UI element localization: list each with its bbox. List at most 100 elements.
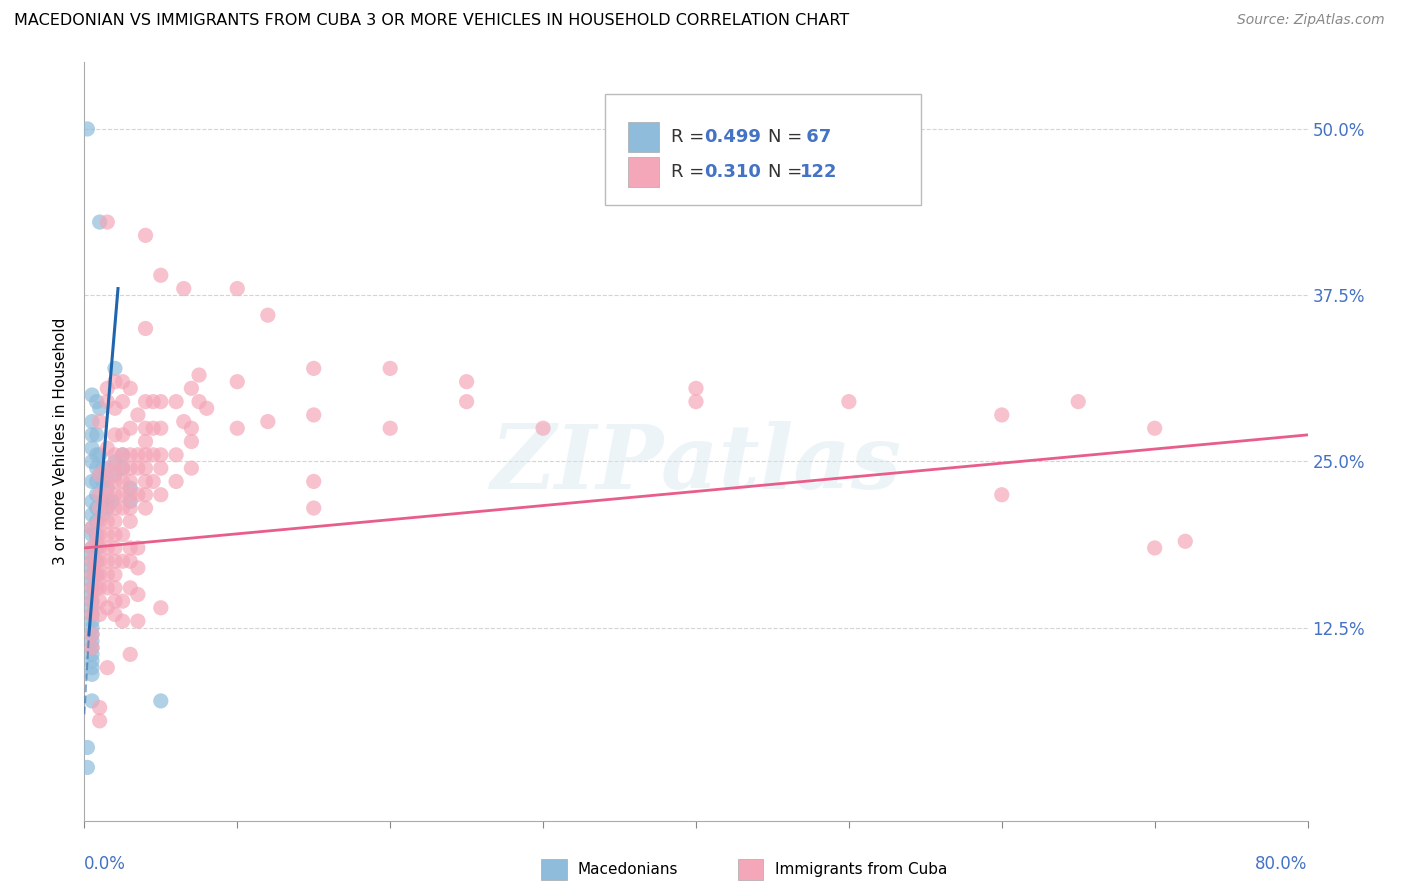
Point — [89, 501, 111, 516]
Point — [80, 640, 103, 655]
Point — [165, 475, 187, 489]
Point — [89, 514, 111, 528]
Point — [149, 694, 172, 708]
Point — [165, 394, 187, 409]
Point — [135, 228, 157, 243]
Point — [135, 434, 157, 449]
Point — [80, 548, 103, 562]
Point — [149, 421, 172, 435]
Point — [120, 381, 142, 395]
Point — [96, 481, 118, 495]
Point — [80, 521, 103, 535]
Point — [226, 375, 249, 389]
Point — [86, 394, 108, 409]
Point — [89, 215, 111, 229]
Point — [104, 501, 127, 516]
Point — [302, 408, 325, 422]
Point — [142, 448, 165, 462]
Point — [80, 607, 103, 622]
Point — [104, 467, 127, 482]
Point — [96, 461, 118, 475]
Point — [104, 488, 127, 502]
Point — [80, 567, 103, 582]
Point — [96, 501, 118, 516]
Point — [173, 282, 195, 296]
Point — [80, 694, 103, 708]
Point — [302, 361, 325, 376]
Point — [89, 467, 111, 482]
Point — [80, 508, 103, 522]
Text: R =: R = — [671, 128, 710, 146]
Text: Source: ZipAtlas.com: Source: ZipAtlas.com — [1237, 13, 1385, 28]
Point — [91, 475, 114, 489]
Point — [91, 461, 114, 475]
Point — [1143, 421, 1166, 435]
Point — [96, 567, 118, 582]
Point — [142, 475, 165, 489]
Point — [80, 454, 103, 468]
Point — [111, 461, 134, 475]
Point — [120, 541, 142, 555]
Point — [111, 428, 134, 442]
Point — [127, 561, 149, 575]
Point — [120, 554, 142, 568]
Point — [127, 408, 149, 422]
Point — [257, 308, 280, 322]
Point — [1143, 541, 1166, 555]
Point — [89, 401, 111, 416]
Point — [104, 567, 127, 582]
Point — [135, 321, 157, 335]
Point — [80, 554, 103, 568]
Point — [80, 667, 103, 681]
Point — [111, 375, 134, 389]
Point — [80, 521, 103, 535]
Point — [96, 381, 118, 395]
Point — [127, 587, 149, 601]
Point — [380, 421, 402, 435]
Point — [89, 415, 111, 429]
Point — [111, 461, 134, 475]
Point — [149, 600, 172, 615]
Point — [89, 700, 111, 714]
Point — [111, 527, 134, 541]
Point — [127, 488, 149, 502]
Point — [80, 627, 103, 641]
Point — [86, 475, 108, 489]
Point — [91, 494, 114, 508]
Point — [80, 654, 103, 668]
Point — [80, 388, 103, 402]
Text: Immigrants from Cuba: Immigrants from Cuba — [775, 863, 948, 877]
Point — [226, 282, 249, 296]
Point — [380, 361, 402, 376]
Point — [111, 554, 134, 568]
Point — [89, 581, 111, 595]
Point — [89, 607, 111, 622]
Point — [76, 740, 98, 755]
Point — [149, 394, 172, 409]
Point — [80, 621, 103, 635]
Text: N =: N = — [768, 128, 807, 146]
Point — [1174, 534, 1197, 549]
Y-axis label: 3 or more Vehicles in Household: 3 or more Vehicles in Household — [53, 318, 69, 566]
Point — [104, 475, 127, 489]
Point — [104, 607, 127, 622]
Point — [188, 394, 211, 409]
Point — [104, 541, 127, 555]
Point — [180, 461, 202, 475]
Point — [120, 421, 142, 435]
Point — [80, 554, 103, 568]
Point — [80, 527, 103, 541]
Point — [80, 475, 103, 489]
Point — [180, 434, 202, 449]
Point — [302, 501, 325, 516]
Point — [127, 461, 149, 475]
Point — [135, 394, 157, 409]
Point — [80, 640, 103, 655]
Point — [111, 594, 134, 608]
Point — [257, 415, 280, 429]
Point — [135, 475, 157, 489]
Point — [96, 600, 118, 615]
Point — [127, 614, 149, 628]
Point — [96, 215, 118, 229]
Point — [89, 714, 111, 728]
